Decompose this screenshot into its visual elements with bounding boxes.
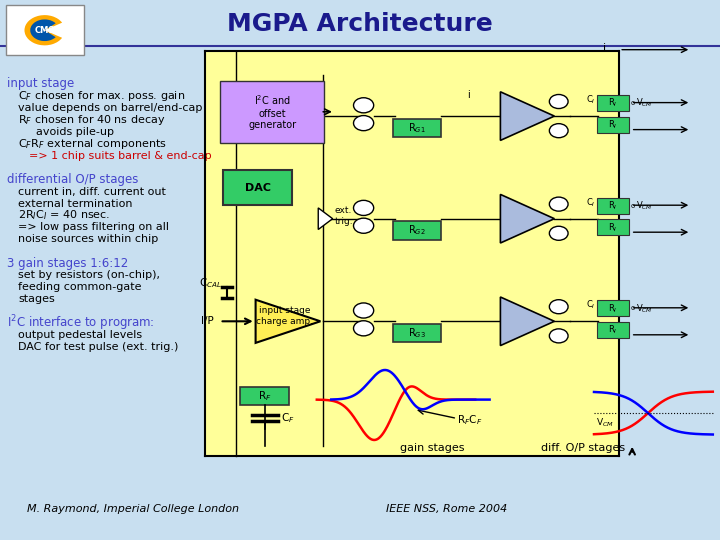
Text: C$_I$: C$_I$: [585, 196, 595, 209]
Polygon shape: [256, 300, 320, 343]
Text: 2R$_I$C$_I$ = 40 nsec.: 2R$_I$C$_I$ = 40 nsec.: [18, 208, 110, 222]
Text: MGPA Architecture: MGPA Architecture: [227, 12, 493, 36]
Text: o: o: [631, 202, 635, 209]
Text: DAC for test pulse (ext. trig.): DAC for test pulse (ext. trig.): [18, 342, 179, 352]
Text: differential O/P stages: differential O/P stages: [7, 173, 138, 186]
FancyBboxPatch shape: [240, 387, 289, 405]
Text: IEEE NSS, Rome 2004: IEEE NSS, Rome 2004: [386, 504, 507, 514]
Polygon shape: [318, 208, 333, 230]
Circle shape: [549, 124, 568, 138]
Text: input stage: input stage: [7, 77, 74, 90]
FancyBboxPatch shape: [597, 95, 629, 111]
Text: => 1 chip suits barrel & end-cap: => 1 chip suits barrel & end-cap: [29, 151, 212, 160]
Text: o: o: [631, 305, 635, 312]
Text: i: i: [467, 90, 469, 99]
FancyBboxPatch shape: [393, 324, 441, 342]
Text: R$_I$: R$_I$: [608, 118, 618, 131]
Text: feeding common-gate: feeding common-gate: [18, 282, 142, 292]
Text: I$^2$C interface to program:: I$^2$C interface to program:: [7, 313, 155, 333]
FancyBboxPatch shape: [597, 198, 629, 214]
Circle shape: [354, 98, 374, 113]
Text: i: i: [603, 43, 606, 52]
Text: R$_I$: R$_I$: [608, 302, 618, 315]
Text: I/P: I/P: [201, 316, 214, 326]
Circle shape: [354, 218, 374, 233]
Text: => low pass filtering on all: => low pass filtering on all: [18, 222, 169, 232]
Text: 3 gain stages 1:6:12: 3 gain stages 1:6:12: [7, 257, 128, 270]
Text: diff. O/P stages: diff. O/P stages: [541, 443, 625, 453]
Text: C$_I$: C$_I$: [585, 93, 595, 106]
Text: DAC: DAC: [245, 183, 271, 193]
Text: output pedestal levels: output pedestal levels: [18, 330, 142, 340]
Circle shape: [354, 116, 374, 131]
FancyBboxPatch shape: [393, 221, 441, 240]
Text: I$^2$C and
offset
generator: I$^2$C and offset generator: [248, 93, 296, 130]
Circle shape: [354, 321, 374, 336]
Text: set by resistors (on-chip),: set by resistors (on-chip),: [18, 271, 160, 280]
Circle shape: [549, 226, 568, 240]
Text: avoids pile-up: avoids pile-up: [36, 127, 114, 137]
Text: C$_F$ chosen for max. poss. gain: C$_F$ chosen for max. poss. gain: [18, 89, 185, 103]
Text: external termination: external termination: [18, 199, 132, 208]
Text: current in, diff. current out: current in, diff. current out: [18, 187, 166, 197]
Text: R$_I$: R$_I$: [608, 221, 618, 234]
Text: gain stages: gain stages: [400, 443, 464, 453]
Circle shape: [549, 197, 568, 211]
Text: V$_{CM}$: V$_{CM}$: [636, 302, 653, 315]
Polygon shape: [500, 297, 554, 346]
FancyBboxPatch shape: [205, 51, 619, 456]
FancyBboxPatch shape: [223, 170, 292, 205]
Text: C$_F$R$_F$ external components: C$_F$R$_F$ external components: [18, 137, 167, 151]
Circle shape: [549, 94, 568, 109]
FancyBboxPatch shape: [597, 322, 629, 338]
FancyBboxPatch shape: [597, 300, 629, 316]
Text: R$_{G2}$: R$_{G2}$: [408, 224, 426, 238]
Text: R$_I$: R$_I$: [608, 199, 618, 212]
Text: C$_F$: C$_F$: [281, 411, 294, 426]
Text: input stage
charge amp.: input stage charge amp.: [256, 306, 313, 326]
Text: R$_I$: R$_I$: [608, 323, 618, 336]
Text: R$_F$C$_F$: R$_F$C$_F$: [457, 413, 482, 427]
Text: value depends on barrel/end-cap: value depends on barrel/end-cap: [18, 103, 202, 113]
Wedge shape: [24, 15, 62, 45]
Text: R$_{G1}$: R$_{G1}$: [408, 121, 426, 135]
Polygon shape: [500, 194, 554, 243]
Text: C$_I$: C$_I$: [585, 299, 595, 312]
Text: noise sources within chip: noise sources within chip: [18, 234, 158, 244]
FancyBboxPatch shape: [597, 219, 629, 235]
Text: ext.
trig.: ext. trig.: [335, 206, 354, 226]
Text: M. Raymond, Imperial College London: M. Raymond, Imperial College London: [27, 504, 239, 514]
Text: V$_{CM}$: V$_{CM}$: [596, 416, 614, 429]
FancyBboxPatch shape: [220, 81, 324, 143]
Text: R$_F$: R$_F$: [258, 389, 271, 403]
Text: R$_I$: R$_I$: [608, 97, 618, 110]
Text: R$_{G3}$: R$_{G3}$: [408, 326, 426, 340]
Text: V$_{CM}$: V$_{CM}$: [636, 97, 653, 110]
FancyBboxPatch shape: [6, 5, 84, 55]
Circle shape: [549, 300, 568, 314]
Text: CMS: CMS: [35, 26, 55, 35]
Text: o: o: [631, 100, 635, 106]
Circle shape: [354, 200, 374, 215]
Wedge shape: [30, 19, 55, 41]
Polygon shape: [500, 92, 554, 140]
Text: V$_{CM}$: V$_{CM}$: [636, 199, 653, 212]
FancyBboxPatch shape: [597, 117, 629, 133]
Text: stages: stages: [18, 294, 55, 304]
FancyBboxPatch shape: [393, 119, 441, 137]
Text: C$_{CAL}$: C$_{CAL}$: [199, 276, 222, 291]
Circle shape: [354, 303, 374, 318]
Circle shape: [549, 329, 568, 343]
Text: R$_F$ chosen for 40 ns decay: R$_F$ chosen for 40 ns decay: [18, 113, 166, 127]
